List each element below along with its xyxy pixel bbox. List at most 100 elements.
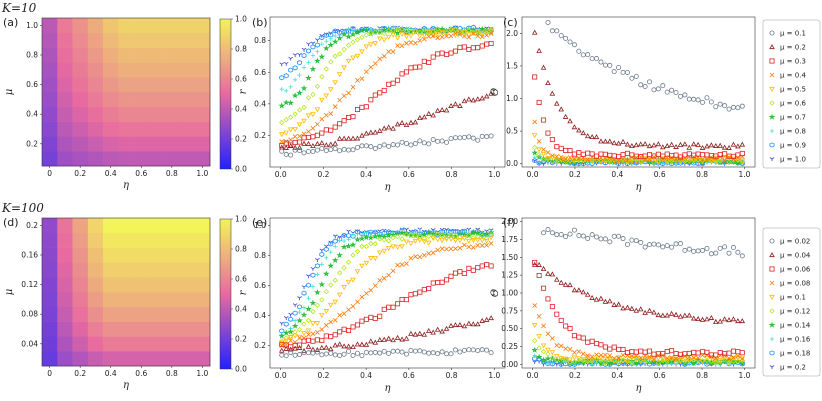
data-point bbox=[439, 349, 445, 355]
data-point bbox=[532, 353, 537, 358]
data-point bbox=[571, 333, 577, 339]
data-point bbox=[333, 33, 338, 39]
data-point bbox=[739, 318, 746, 324]
data-point bbox=[457, 29, 463, 35]
data-point bbox=[380, 26, 388, 33]
heatmap-cell bbox=[118, 62, 134, 78]
heatmap-cell bbox=[72, 321, 89, 337]
data-point bbox=[457, 102, 463, 108]
data-point bbox=[448, 236, 454, 242]
data-point bbox=[457, 322, 463, 328]
data-point bbox=[336, 292, 343, 298]
legend-bottom: μ = 0.02μ = 0.04μ = 0.06μ = 0.08μ = 0.1μ… bbox=[762, 227, 821, 377]
data-point bbox=[466, 227, 472, 232]
data-point bbox=[589, 354, 595, 360]
data-point bbox=[479, 238, 485, 244]
data-point bbox=[673, 152, 679, 158]
data-point bbox=[545, 347, 551, 353]
data-point bbox=[305, 74, 312, 81]
x-tick-label: 0.4 bbox=[611, 371, 623, 380]
data-point bbox=[629, 237, 635, 243]
data-point bbox=[576, 287, 582, 293]
data-point bbox=[672, 158, 680, 165]
data-point bbox=[293, 77, 298, 82]
data-point bbox=[368, 256, 374, 262]
data-point bbox=[483, 230, 491, 237]
data-point bbox=[429, 230, 437, 237]
legend-marker bbox=[769, 44, 775, 50]
data-point bbox=[580, 357, 587, 363]
data-point bbox=[647, 79, 653, 85]
data-point bbox=[283, 316, 289, 321]
data-point bbox=[532, 360, 538, 365]
heatmap-cell bbox=[72, 277, 89, 293]
data-point bbox=[385, 124, 392, 130]
heatmap-cell bbox=[133, 351, 150, 367]
heatmap-cell bbox=[72, 306, 89, 322]
data-point bbox=[287, 127, 294, 133]
heatmap-cell bbox=[72, 18, 89, 34]
data-point bbox=[566, 159, 574, 166]
data-point bbox=[593, 356, 600, 363]
data-point bbox=[346, 237, 351, 242]
data-point bbox=[354, 53, 361, 59]
x-axis-label: η bbox=[123, 380, 129, 391]
data-point bbox=[412, 232, 419, 238]
data-point bbox=[430, 250, 436, 256]
data-point bbox=[655, 242, 661, 248]
data-point bbox=[637, 159, 644, 165]
scatter-axes-e: 0.0 0.2 0.4 0.6 0.8 1.00.20.40.60.81.0ηr bbox=[238, 217, 506, 394]
heatmap-cell bbox=[103, 151, 119, 167]
heatmap-cell bbox=[42, 292, 58, 308]
data-point bbox=[545, 19, 551, 25]
data-point bbox=[602, 156, 609, 163]
data-point bbox=[483, 235, 490, 241]
heatmap-cell bbox=[57, 292, 73, 308]
data-point bbox=[475, 137, 481, 143]
data-point bbox=[651, 159, 657, 165]
heatmap-cell bbox=[87, 151, 104, 167]
data-point bbox=[611, 356, 617, 361]
heatmap-cell bbox=[118, 321, 134, 337]
data-point bbox=[488, 235, 494, 241]
heatmap-cell bbox=[179, 106, 196, 122]
data-point bbox=[567, 357, 573, 363]
data-point bbox=[310, 338, 316, 344]
data-point bbox=[677, 141, 684, 147]
data-point bbox=[541, 362, 546, 367]
data-point bbox=[430, 112, 436, 118]
data-point bbox=[292, 345, 298, 351]
data-point bbox=[589, 338, 595, 344]
heatmap-cell bbox=[164, 92, 180, 108]
data-point bbox=[704, 152, 710, 158]
data-point bbox=[566, 360, 574, 367]
data-point bbox=[655, 159, 662, 165]
data-point bbox=[660, 83, 666, 89]
data-point bbox=[332, 140, 338, 146]
panel-label-a: (a) bbox=[3, 16, 18, 29]
data-point bbox=[466, 244, 472, 250]
data-point bbox=[310, 148, 316, 154]
data-point bbox=[664, 312, 670, 318]
data-point bbox=[306, 129, 311, 134]
data-point bbox=[346, 26, 351, 32]
heatmap-cell bbox=[103, 351, 119, 367]
x-tick-label: 0.6 bbox=[403, 371, 415, 380]
data-point bbox=[735, 353, 741, 359]
heatmap-cell bbox=[194, 62, 211, 78]
data-point bbox=[332, 104, 338, 109]
data-point bbox=[567, 347, 573, 352]
data-point bbox=[735, 143, 741, 149]
legend-frame bbox=[762, 19, 821, 169]
heatmap-cell bbox=[194, 32, 211, 48]
data-point bbox=[377, 29, 383, 36]
heatmap-cell bbox=[42, 106, 58, 122]
heatmap-cell bbox=[118, 277, 134, 293]
data-point bbox=[327, 41, 335, 48]
data-point bbox=[319, 74, 325, 80]
data-point bbox=[589, 358, 595, 364]
data-point bbox=[390, 80, 396, 86]
data-point bbox=[536, 47, 542, 53]
data-point bbox=[435, 138, 441, 144]
data-point bbox=[466, 32, 472, 38]
